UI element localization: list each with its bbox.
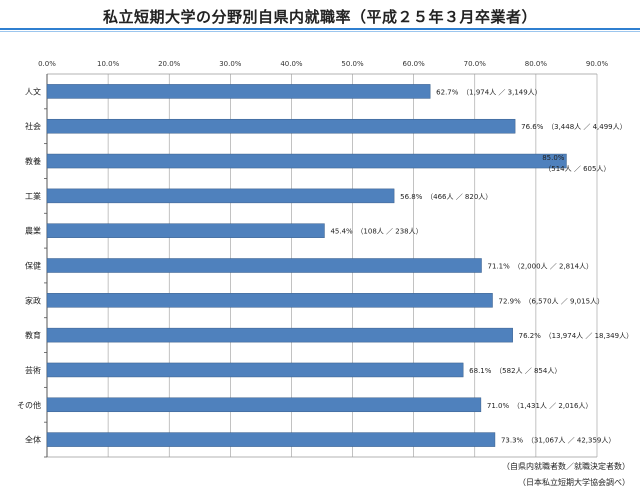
x-tick-label: 50.0% [341, 60, 364, 68]
category-label: 人文 [25, 86, 41, 96]
bar [46, 397, 482, 413]
bar [46, 327, 513, 343]
x-tick-label: 80.0% [525, 60, 548, 68]
count-label: （3,448人 ／ 4,499人） [547, 123, 627, 131]
value-label: 76.2% [519, 332, 542, 340]
bar [46, 258, 482, 273]
legend-note: （自県内就職者数／就職決定者数） [502, 462, 630, 471]
value-label: 76.6% [521, 123, 544, 131]
x-tick-label: 60.0% [403, 60, 426, 68]
count-label: （2,000人 ／ 2,814人） [514, 263, 594, 271]
value-label: 73.3% [501, 437, 524, 445]
x-tick-label: 90.0% [586, 60, 609, 68]
bar [46, 362, 464, 378]
bar [46, 118, 516, 134]
x-tick-label: 10.0% [97, 60, 120, 68]
value-label: 72.9% [499, 297, 522, 305]
title-underline-light [0, 31, 640, 32]
value-label: 85.0% [542, 154, 565, 162]
x-tick-label: 70.0% [464, 60, 487, 68]
bar [46, 223, 325, 238]
value-label: 71.0% [487, 402, 510, 410]
category-label: 社会 [25, 121, 41, 131]
value-label: 45.4% [330, 228, 353, 236]
category-label: 教養 [25, 156, 41, 166]
count-label: （466人 ／ 820人） [426, 193, 492, 201]
count-label: （31,067人 ／ 42,359人） [527, 437, 615, 445]
bar [46, 84, 431, 99]
count-label: （6,570人 ／ 9,015人） [525, 297, 605, 305]
category-label: その他 [17, 400, 41, 410]
category-label: 工業 [25, 191, 41, 201]
category-label: 農業 [25, 226, 41, 236]
x-tick-label: 40.0% [280, 60, 303, 68]
category-label: 家政 [25, 295, 41, 305]
value-label: 62.7% [436, 88, 459, 96]
bar [46, 188, 395, 204]
category-label: 教育 [25, 330, 41, 340]
count-label: （108人 ／ 238人） [356, 228, 422, 236]
category-label: 芸術 [25, 365, 41, 375]
bar [46, 153, 567, 169]
x-tick-label: 30.0% [219, 60, 242, 68]
count-label: （1,974人 ／ 3,149人） [462, 88, 542, 96]
title-underline [0, 28, 640, 30]
value-label: 71.1% [488, 263, 511, 271]
x-tick-label: 0.0% [38, 60, 56, 68]
value-label: 68.1% [469, 367, 492, 375]
count-label: （582人 ／ 854人） [495, 367, 561, 375]
count-label: （1,431人 ／ 2,016人） [513, 402, 593, 410]
chart-title: 私立短期大学の分野別自県内就職率（平成２５年３月卒業者） [102, 8, 537, 26]
category-label: 保健 [25, 261, 41, 271]
value-label: 56.8% [400, 193, 423, 201]
bar [46, 293, 493, 308]
count-label: （514人 ／ 605人） [544, 165, 610, 173]
category-label: 全体 [25, 435, 41, 445]
bar [46, 432, 496, 447]
source-note: （日本私立短期大学協会調べ） [518, 478, 630, 487]
x-tick-label: 20.0% [158, 60, 181, 68]
count-label: （13,974人 ／ 18,349人） [545, 332, 633, 340]
